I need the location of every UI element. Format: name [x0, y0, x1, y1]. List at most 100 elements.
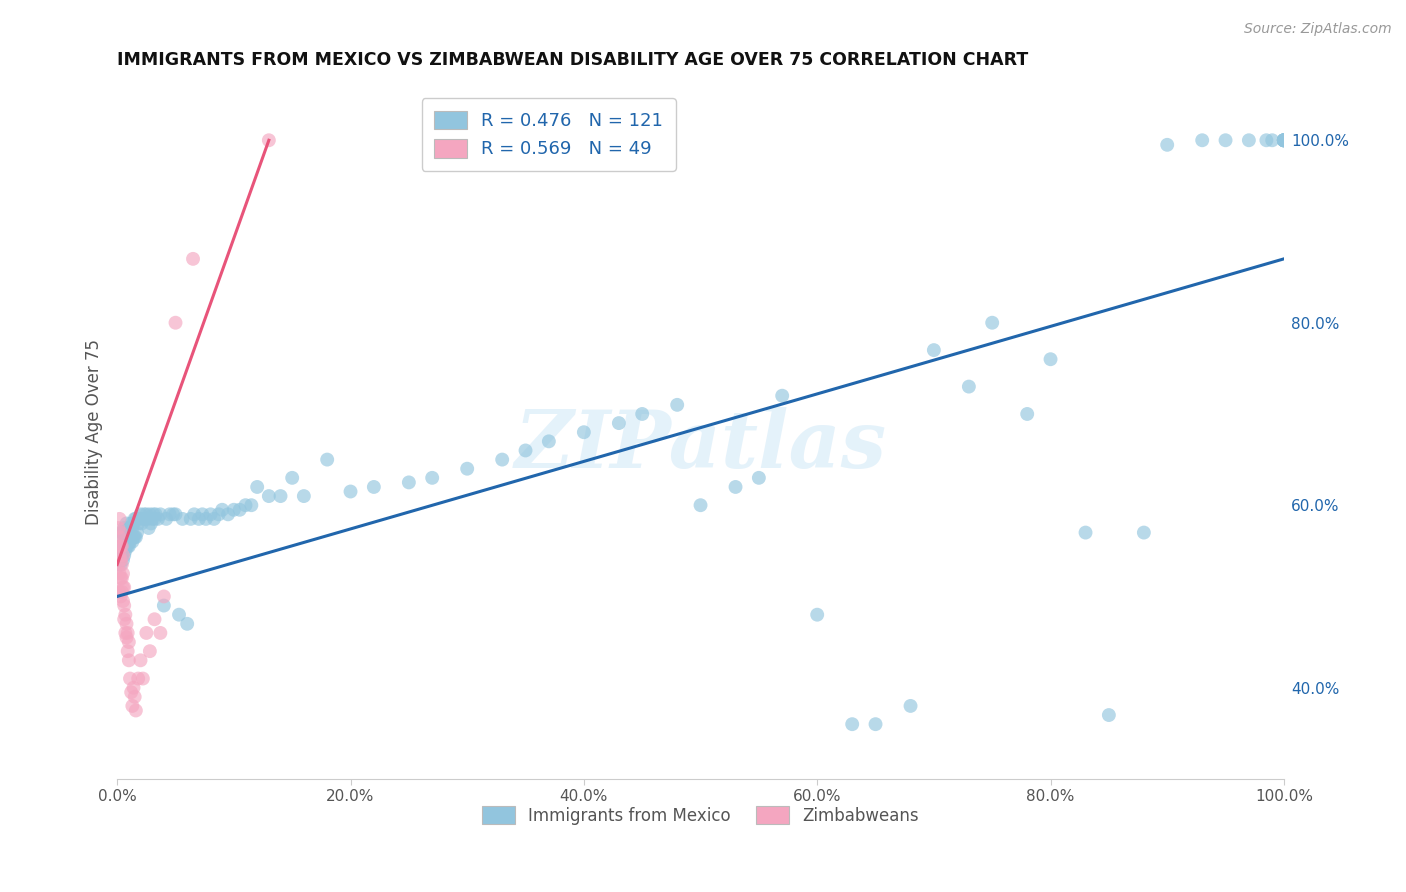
Point [142, 508, 165, 522]
Point [132, 672, 155, 686]
Point [159, 508, 181, 522]
Point [111, 571, 134, 585]
Point [132, 508, 155, 522]
Point [114, 530, 136, 544]
Point [110, 590, 132, 604]
Point [108, 566, 131, 581]
Point [108, 549, 131, 563]
Point [149, 508, 172, 522]
Point [491, 452, 513, 467]
Point [112, 599, 135, 613]
Point [1039, 352, 1062, 367]
Point [122, 516, 145, 531]
Y-axis label: Disability Age Over 75: Disability Age Over 75 [86, 339, 103, 525]
Point [127, 672, 149, 686]
Point [115, 631, 138, 645]
Point [136, 512, 159, 526]
Point [1272, 133, 1295, 147]
Point [257, 133, 280, 147]
Point [1256, 133, 1278, 147]
Point [110, 558, 132, 572]
Point [108, 585, 131, 599]
Point [398, 475, 420, 490]
Point [1098, 708, 1121, 723]
Point [122, 530, 145, 544]
Point [1261, 133, 1284, 147]
Point [146, 512, 169, 526]
Point [1074, 525, 1097, 540]
Point [270, 489, 292, 503]
Point [131, 516, 153, 531]
Point [1215, 133, 1237, 147]
Point [107, 558, 129, 572]
Point [125, 530, 148, 544]
Point [111, 558, 134, 572]
Point [181, 252, 204, 266]
Point [1272, 133, 1295, 147]
Point [135, 508, 157, 522]
Point [111, 549, 134, 563]
Point [339, 484, 361, 499]
Point [183, 508, 205, 522]
Point [235, 498, 257, 512]
Point [167, 607, 190, 622]
Point [121, 534, 143, 549]
Point [129, 508, 152, 522]
Point [922, 343, 945, 357]
Point [172, 512, 194, 526]
Point [1017, 407, 1039, 421]
Point [111, 525, 134, 540]
Point [112, 549, 135, 563]
Point [141, 512, 163, 526]
Point [108, 534, 131, 549]
Text: ZIPatlas: ZIPatlas [515, 408, 887, 485]
Point [107, 521, 129, 535]
Point [1272, 133, 1295, 147]
Point [246, 480, 269, 494]
Point [115, 516, 138, 531]
Point [124, 512, 146, 526]
Point [129, 653, 152, 667]
Point [180, 512, 202, 526]
Point [145, 508, 167, 522]
Point [125, 512, 148, 526]
Point [666, 398, 689, 412]
Point [228, 502, 250, 516]
Point [115, 539, 138, 553]
Point [770, 389, 793, 403]
Point [128, 512, 150, 526]
Point [1191, 133, 1213, 147]
Point [110, 539, 132, 553]
Point [202, 512, 225, 526]
Point [122, 681, 145, 695]
Point [118, 521, 141, 535]
Point [117, 626, 139, 640]
Point [1272, 133, 1295, 147]
Point [124, 690, 146, 704]
Point [112, 612, 135, 626]
Point [107, 558, 129, 572]
Point [110, 571, 132, 585]
Point [124, 530, 146, 544]
Point [217, 508, 239, 522]
Point [111, 553, 134, 567]
Point [121, 521, 143, 535]
Point [138, 521, 160, 535]
Point [957, 379, 980, 393]
Point [118, 534, 141, 549]
Point [155, 512, 177, 526]
Point [208, 508, 231, 522]
Point [134, 512, 156, 526]
Point [143, 612, 166, 626]
Point [108, 512, 131, 526]
Point [176, 616, 198, 631]
Point [120, 685, 142, 699]
Point [162, 508, 184, 522]
Point [149, 626, 172, 640]
Point [200, 508, 222, 522]
Point [139, 516, 162, 531]
Point [537, 434, 560, 449]
Point [111, 525, 134, 540]
Point [281, 471, 304, 485]
Point [135, 626, 157, 640]
